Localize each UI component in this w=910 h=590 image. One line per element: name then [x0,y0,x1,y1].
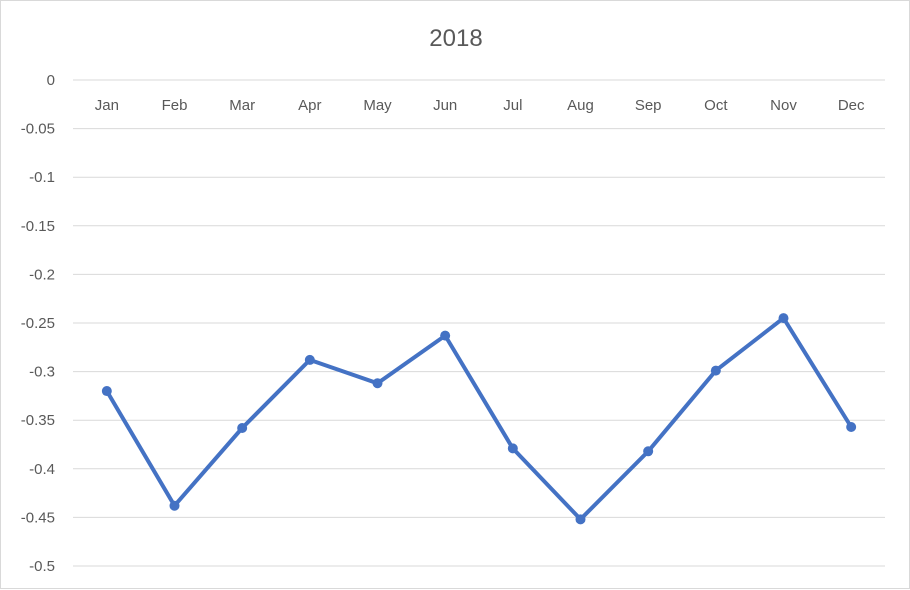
x-tick-label: Mar [229,97,255,114]
data-point [372,378,383,389]
x-tick-label: Jul [503,97,522,114]
x-tick-label: Oct [704,97,728,114]
y-tick-label: -0.2 [29,266,55,283]
x-tick-label: Nov [770,97,797,114]
data-point [643,446,654,457]
data-point [440,330,451,341]
data-point [778,313,789,324]
x-tick-label: May [363,97,392,114]
data-point [237,422,248,433]
x-axis-tick-labels: Jan Feb Mar Apr May Jun Jul Aug Sep Oct Nov Dec [95,97,865,114]
data-point [575,514,586,525]
x-tick-label: Jun [433,97,457,114]
gridlines [73,79,885,567]
y-tick-label: -0.05 [21,121,55,138]
x-tick-label: Apr [298,97,321,114]
x-tick-label: Sep [635,97,662,114]
x-tick-label: Dec [838,97,865,114]
series-group [101,313,857,525]
y-tick-label: -0.5 [29,558,55,575]
data-point [304,354,315,365]
series-line [104,316,854,522]
x-tick-label: Jan [95,97,119,114]
y-tick-label: -0.45 [21,509,55,526]
chart-title: 2018 [429,25,482,52]
y-tick-label: -0.3 [29,364,55,381]
y-tick-label: -0.25 [21,315,55,332]
y-axis-tick-labels: 0 -0.05 -0.1 -0.15 -0.2 -0.25 -0.3 -0.35 -0.4 -0.… [21,72,55,575]
data-point [169,500,180,511]
y-tick-label: -0.35 [21,412,55,429]
y-tick-label: -0.1 [29,169,55,186]
x-tick-label: Aug [567,97,594,114]
x-tick-label: Feb [162,97,188,114]
y-tick-label: -0.4 [29,461,55,478]
data-point [507,443,518,454]
data-point [846,422,857,433]
y-tick-label: 0 [47,72,55,89]
data-point [710,365,721,376]
y-tick-label: -0.15 [21,218,55,235]
data-point [101,386,112,397]
